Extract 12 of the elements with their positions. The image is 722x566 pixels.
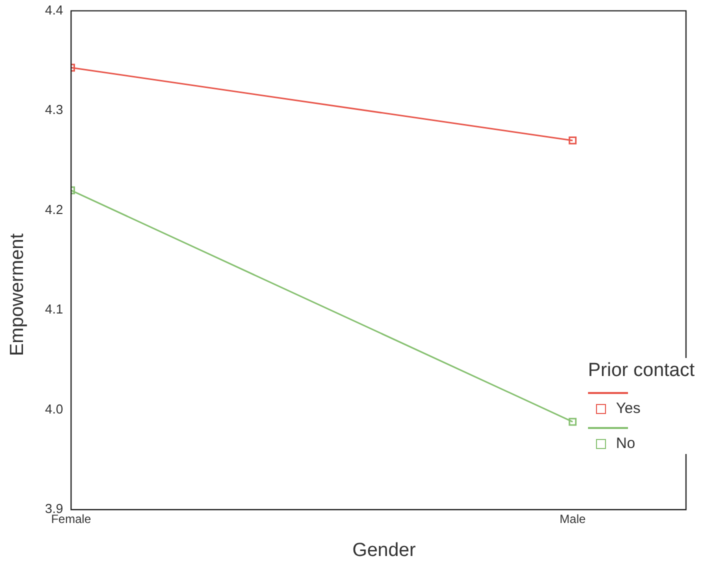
y-tick-label: 4.3	[44, 102, 64, 118]
x-axis-title: Gender	[351, 540, 417, 562]
y-tick-label: 4.2	[44, 202, 64, 217]
legend-label: Yes	[616, 400, 640, 417]
x-tick-label: Male	[560, 512, 586, 526]
x-tick-label: Female	[51, 512, 92, 526]
legend-label: No	[616, 435, 636, 452]
y-tick-label: 4.0	[44, 401, 64, 416]
y-axis-title: Empowerment	[7, 234, 29, 356]
y-tick-label: 4.4	[44, 2, 64, 18]
legend-title: Prior contact	[588, 360, 695, 382]
y-tick-label: 4.1	[44, 302, 64, 317]
